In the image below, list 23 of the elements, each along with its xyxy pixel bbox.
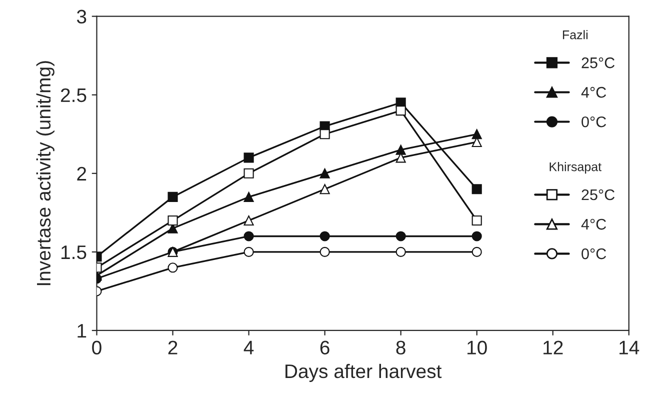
x-tick-label: 4 [244,340,254,354]
y-tick-label: 2.5 [60,88,86,102]
x-tick-label: 0 [92,340,102,354]
x-tick-label: 8 [396,340,406,354]
x-tick-label: 2 [168,340,178,354]
x-tick-label: 10 [468,340,487,354]
legend-label: 25°C [582,189,615,200]
x-tick-label: 12 [544,340,563,354]
y-tick-label: 2 [77,166,86,180]
text: Khirsapat [550,162,602,174]
legend-label: 4°C [581,218,606,230]
y-axis-title: Invertase activity (unit/mg) [36,61,54,286]
legend-label: 0°C [582,248,606,260]
x-axis-title: Days after harvest [286,364,442,382]
y-tick-label: 1.5 [61,246,86,260]
y-tick-label: 1 [78,324,86,338]
text: Fazli [562,30,588,40]
x-tick-label: 6 [320,340,330,354]
x-tick-label: 14 [620,340,640,354]
legend-label: 4°C [581,86,606,98]
legend-label: 25°C [582,57,615,68]
y-tick-label: 3 [76,10,86,24]
legend-label: 0°C [582,116,606,128]
